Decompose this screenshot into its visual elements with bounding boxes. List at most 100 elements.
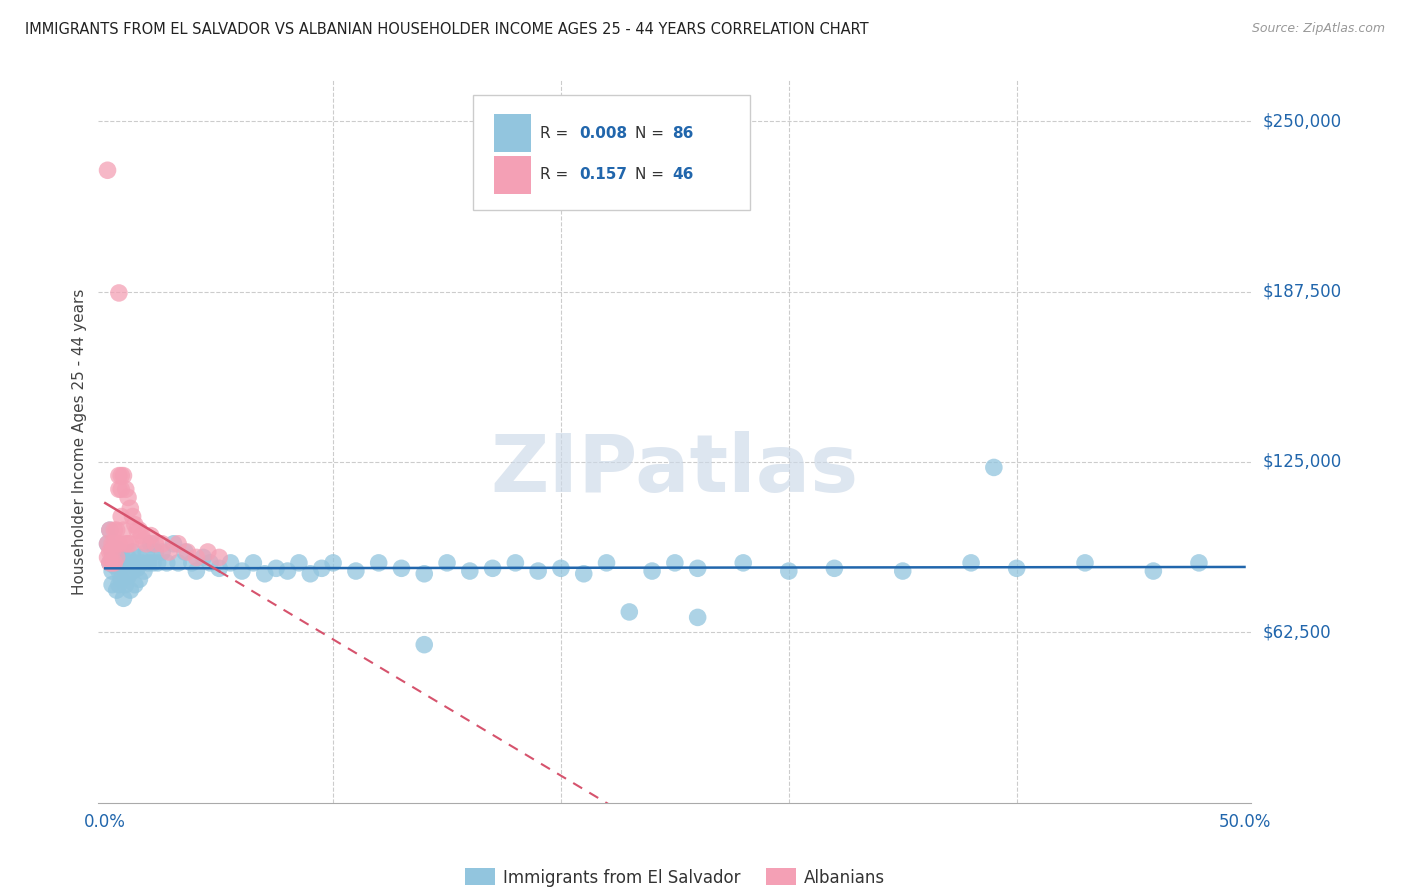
Point [127, 523, 149, 537]
Point [128, 523, 150, 537]
Point [96, 537, 118, 551]
Point [117, 550, 139, 565]
Point [132, 534, 155, 549]
Point [550, 561, 572, 575]
Point [150, 545, 173, 559]
Point [253, 566, 276, 581]
Point [103, 523, 125, 537]
Point [481, 561, 503, 575]
Point [110, 509, 132, 524]
Point [96, 163, 118, 178]
Point [132, 564, 155, 578]
Point [344, 564, 367, 578]
Point [142, 556, 165, 570]
Point [242, 556, 264, 570]
Point [128, 550, 150, 565]
Point [619, 605, 641, 619]
Point [595, 556, 617, 570]
Point [131, 528, 153, 542]
Point [120, 501, 142, 516]
Point [108, 482, 131, 496]
Point [277, 564, 299, 578]
Point [186, 550, 208, 565]
Text: 86: 86 [672, 126, 695, 141]
Point [98, 523, 121, 537]
Point [112, 523, 135, 537]
Point [98, 556, 121, 570]
Point [114, 564, 136, 578]
Point [128, 572, 150, 586]
Point [105, 542, 128, 557]
Point [105, 583, 128, 598]
Point [105, 523, 128, 537]
Point [98, 556, 121, 570]
Point [135, 545, 157, 559]
Text: Source: ZipAtlas.com: Source: ZipAtlas.com [1251, 22, 1385, 36]
Point [1074, 556, 1097, 570]
Point [124, 517, 146, 532]
Point [180, 556, 202, 570]
Point [105, 550, 128, 565]
Point [112, 468, 135, 483]
Point [101, 577, 124, 591]
Point [120, 583, 142, 598]
Point [311, 561, 333, 575]
Point [121, 509, 143, 524]
FancyBboxPatch shape [494, 156, 531, 194]
Point [197, 545, 219, 559]
Point [733, 556, 755, 570]
Point [641, 564, 664, 578]
Point [103, 558, 125, 573]
Text: $250,000: $250,000 [1263, 112, 1341, 130]
Point [120, 537, 142, 551]
Point [110, 468, 132, 483]
Point [572, 566, 595, 581]
FancyBboxPatch shape [472, 95, 749, 211]
Text: N =: N = [634, 126, 668, 141]
Point [150, 537, 173, 551]
Point [110, 572, 132, 586]
Point [108, 468, 131, 483]
Point [98, 523, 121, 537]
Point [891, 564, 914, 578]
Point [208, 550, 231, 565]
Point [114, 482, 136, 496]
Point [96, 537, 118, 551]
Text: 0.008: 0.008 [579, 126, 627, 141]
Point [823, 561, 845, 575]
Point [139, 537, 162, 551]
Point [101, 556, 124, 570]
Point [139, 528, 162, 542]
Point [98, 545, 121, 559]
Point [367, 556, 389, 570]
Point [299, 566, 322, 581]
Point [264, 561, 287, 575]
Point [127, 561, 149, 575]
Point [167, 537, 190, 551]
Point [176, 545, 198, 559]
Point [1188, 556, 1211, 570]
Point [167, 556, 190, 570]
Point [231, 564, 253, 578]
Point [112, 556, 135, 570]
Point [103, 537, 125, 551]
Point [664, 556, 686, 570]
Point [1142, 564, 1164, 578]
Text: ZIPatlas: ZIPatlas [491, 432, 859, 509]
Point [145, 537, 167, 551]
Point [505, 556, 527, 570]
Point [110, 545, 132, 559]
Point [778, 564, 800, 578]
Point [112, 591, 135, 606]
Text: R =: R = [540, 126, 574, 141]
Text: R =: R = [540, 168, 578, 183]
Point [391, 561, 413, 575]
Text: $125,000: $125,000 [1263, 453, 1341, 471]
Point [288, 556, 311, 570]
Point [96, 550, 118, 565]
Point [108, 577, 131, 591]
Point [413, 638, 436, 652]
Point [436, 556, 458, 570]
Point [114, 577, 136, 591]
Point [105, 556, 128, 570]
